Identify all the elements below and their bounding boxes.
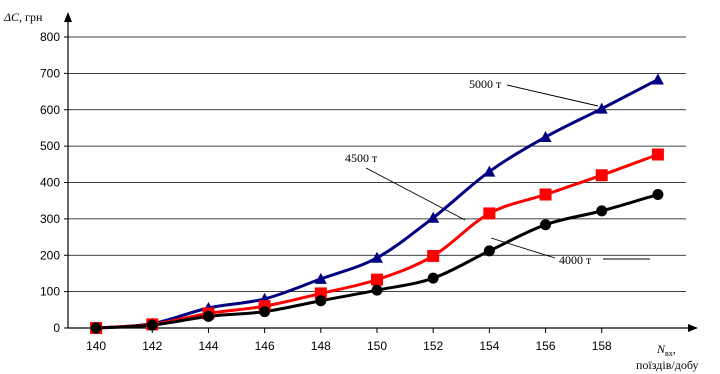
- point-s2-142: [146, 319, 158, 331]
- series-label-4000: 4000 т: [559, 253, 592, 267]
- point-s1-158: [595, 169, 608, 182]
- x-tick-label-150: 150: [367, 339, 387, 353]
- axes: [64, 12, 698, 333]
- y-tick-label-500: 500: [40, 139, 60, 153]
- point-s2-144: [202, 310, 214, 322]
- x-tick-label-158: 158: [592, 339, 612, 353]
- y-tick-label-200: 200: [40, 248, 60, 262]
- point-s2-154: [483, 245, 495, 257]
- point-s2-146: [259, 306, 271, 318]
- point-s1-160: [651, 148, 664, 161]
- point-s1-152: [427, 249, 440, 262]
- y-tick-label-0: 0: [53, 321, 60, 335]
- grid-lines: [68, 36, 686, 293]
- point-s0-150: [371, 251, 383, 263]
- y-tick-label-300: 300: [40, 212, 60, 226]
- y-tick-label-100: 100: [40, 285, 60, 299]
- point-s1-150: [371, 273, 383, 286]
- point-s0-154: [483, 165, 496, 177]
- point-s0-148: [314, 272, 327, 284]
- x-axis-arrow: [688, 324, 698, 332]
- x-axis-label-line2: поїздів/добу: [636, 358, 698, 372]
- point-s2-152: [427, 272, 439, 284]
- x-tick-label-140: 140: [86, 339, 106, 353]
- y-tick-label-600: 600: [40, 103, 60, 117]
- point-s0-156: [539, 131, 552, 143]
- point-s2-160: [652, 189, 664, 201]
- x-tick-label-142: 142: [142, 339, 162, 353]
- y-axis-arrow: [64, 12, 72, 22]
- x-tick-label-156: 156: [536, 339, 556, 353]
- series-label-5000: 5000 т: [469, 77, 502, 91]
- point-s2-156: [540, 219, 552, 231]
- x-axis-label: Nвх,: [656, 342, 676, 358]
- series-label-4500: 4500 т: [345, 151, 378, 165]
- x-tick-label-154: 154: [479, 339, 499, 353]
- point-s0-160: [651, 73, 664, 85]
- leader-5000: [506, 84, 599, 107]
- y-axis-label: ΔC, грн: [3, 10, 43, 24]
- point-s2-140: [90, 322, 102, 334]
- y-tick-label-800: 800: [40, 30, 60, 44]
- y-tick-label-700: 700: [40, 66, 60, 80]
- point-s0-152: [427, 211, 440, 223]
- point-s1-154: [483, 207, 496, 220]
- leader-4500: [365, 167, 466, 221]
- series-markers: [90, 73, 664, 334]
- point-s2-150: [371, 284, 383, 296]
- point-s2-158: [596, 205, 608, 217]
- x-tick-label-152: 152: [423, 339, 443, 353]
- y-tick-label-400: 400: [40, 176, 60, 190]
- series-label-leaders: [365, 84, 650, 260]
- series-line-1: [95, 153, 659, 330]
- point-s0-158: [595, 102, 608, 114]
- series-line-0: [95, 78, 659, 330]
- point-s2-148: [315, 295, 327, 307]
- x-tick-label-148: 148: [311, 339, 331, 353]
- tick-labels: 0 100 200 300 400 500 600 700 800 140 142 144 146 148…: [40, 30, 612, 353]
- x-tick-label-146: 146: [255, 339, 275, 353]
- point-s1-156: [539, 188, 552, 201]
- x-tick-label-144: 144: [198, 339, 218, 353]
- leader-4000a: [490, 237, 556, 259]
